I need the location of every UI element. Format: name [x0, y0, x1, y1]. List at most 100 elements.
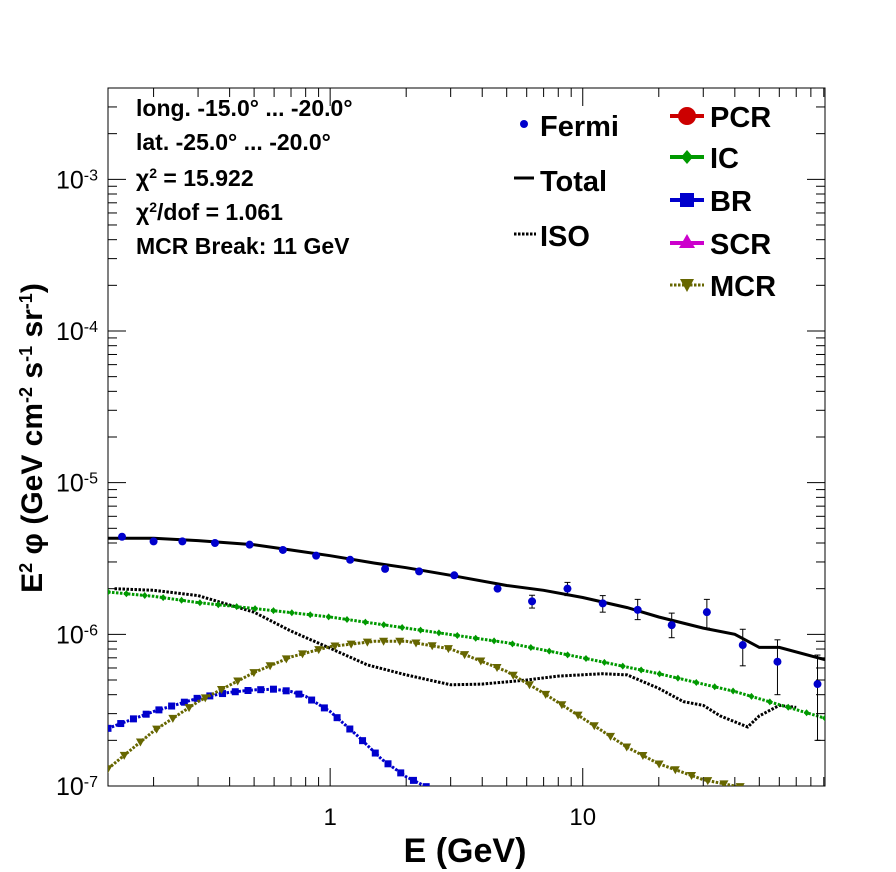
y-axis-label: E2 φ (GeV cm-2 s-1 sr-1) — [16, 283, 49, 593]
series-curves — [108, 536, 825, 786]
series-br-marker — [155, 706, 163, 714]
info-box: long. -15.0° ... -20.0° lat. -25.0° ... … — [136, 95, 353, 259]
y-tick-label: 10-3 — [56, 166, 98, 194]
series-mcr-marker — [168, 714, 178, 723]
series-mcr-marker — [233, 677, 243, 686]
y-tick-label: 10-6 — [56, 621, 98, 649]
fermi-point — [210, 539, 219, 548]
fermi-point — [450, 571, 459, 580]
series-br-marker — [231, 688, 239, 696]
fermi-point — [563, 584, 572, 593]
series-br-marker — [308, 696, 316, 704]
series-mcr-marker — [460, 651, 470, 660]
series-ic-marker — [803, 709, 810, 717]
series-mcr-marker — [135, 738, 145, 747]
fermi-point — [773, 657, 782, 666]
series-mcr-marker — [492, 664, 502, 673]
series-br-marker — [193, 694, 201, 702]
series-ic-marker — [399, 623, 406, 631]
info-mcr-break: MCR Break: 11 GeV — [136, 233, 350, 259]
series-br-marker — [180, 698, 188, 706]
series-ic-marker — [674, 674, 681, 682]
fermi-point — [598, 599, 607, 608]
series-br-marker — [282, 687, 290, 695]
fermi-point — [118, 532, 127, 541]
series-ic-marker — [108, 588, 111, 596]
legend-ic-marker — [681, 150, 693, 164]
series-ic-marker — [601, 658, 608, 666]
series-ic-marker — [472, 634, 479, 642]
series-br-marker — [346, 725, 354, 733]
info-chi2-dof: χ2/dof = 1.061 — [136, 199, 283, 225]
series-br-marker — [384, 760, 392, 768]
series-mcr-marker — [703, 777, 713, 786]
legend-right: PCR IC BR SCR MCR — [670, 102, 776, 303]
series-mcr-marker — [298, 650, 308, 659]
series-mcr-marker — [573, 711, 583, 720]
series-mcr-marker — [557, 701, 567, 710]
legend-fermi-marker — [520, 120, 528, 128]
series-mcr-marker — [606, 732, 616, 741]
series-br-marker — [320, 704, 328, 712]
series-mcr-marker — [541, 690, 551, 699]
series-mcr-marker — [119, 751, 129, 760]
x-axis-label: E (GeV) — [404, 832, 527, 870]
fermi-point — [493, 584, 502, 593]
series-ic-marker — [546, 647, 553, 655]
fermi-point — [245, 540, 254, 549]
series-mcr-marker — [108, 765, 113, 774]
series-br-marker — [244, 687, 252, 695]
series-mcr-marker — [687, 772, 697, 781]
series-ic-marker — [583, 655, 589, 663]
series-ic-marker — [656, 670, 663, 678]
series-ic-marker — [527, 644, 534, 652]
info-longitude: long. -15.0° ... -20.0° — [136, 95, 353, 121]
fermi-point — [149, 537, 158, 546]
legend-iso-label: ISO — [540, 221, 590, 253]
series-br-marker — [371, 749, 379, 757]
series-ic-marker — [454, 632, 461, 640]
series-ic-marker — [123, 590, 130, 598]
series-ic-marker — [288, 609, 295, 617]
series-ic-marker — [693, 678, 700, 686]
x-tick-label: 10 — [569, 804, 596, 831]
series-br-marker — [257, 686, 265, 694]
x-tick-label: 1 — [323, 804, 336, 831]
series-ic-line — [108, 590, 825, 720]
series-ic-marker — [564, 651, 571, 659]
legend-pcr-marker — [678, 107, 696, 125]
series-mcr-marker — [622, 743, 632, 752]
series-mcr-marker — [184, 704, 194, 713]
fermi-point — [633, 605, 642, 614]
series-ic-marker — [178, 596, 185, 604]
y-tick-label: 10-5 — [56, 470, 98, 498]
legend-scr-label: SCR — [710, 229, 771, 261]
series-ic-marker — [785, 703, 792, 711]
series-br-marker — [333, 714, 341, 722]
legend-mcr-marker — [680, 279, 694, 292]
series-br-marker — [397, 769, 405, 777]
series-mcr-marker — [589, 722, 599, 731]
legend-br-label: BR — [710, 186, 752, 218]
series-mcr-marker — [314, 646, 324, 655]
series-mcr-marker — [379, 637, 389, 646]
fermi-point — [528, 597, 537, 606]
fermi-point — [738, 641, 747, 650]
series-mcr-marker — [427, 642, 437, 651]
series-mcr-marker — [638, 752, 648, 761]
series-mcr-marker — [476, 657, 486, 666]
fermi-point — [178, 537, 187, 546]
series-ic-marker — [619, 662, 626, 670]
series-mcr-marker — [152, 725, 162, 734]
series-mcr-marker — [362, 638, 372, 647]
fermi-points — [118, 532, 822, 741]
series-br-marker — [168, 702, 176, 710]
series-br-marker — [359, 737, 367, 745]
series-mcr-marker — [216, 685, 226, 694]
fermi-point — [278, 545, 287, 554]
series-mcr-marker — [508, 671, 518, 680]
series-ic-marker — [344, 615, 350, 623]
legend-pcr-label: PCR — [710, 102, 771, 134]
series-ic-marker — [766, 698, 773, 706]
